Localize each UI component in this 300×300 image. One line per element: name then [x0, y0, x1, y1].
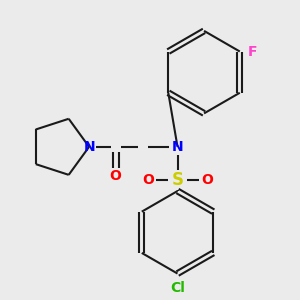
Text: O: O [201, 173, 213, 187]
Text: N: N [172, 140, 183, 154]
Text: O: O [142, 173, 154, 187]
Text: O: O [110, 169, 122, 183]
Text: Cl: Cl [170, 281, 185, 296]
Text: N: N [83, 140, 95, 154]
Text: S: S [172, 171, 184, 189]
Text: F: F [248, 44, 257, 58]
